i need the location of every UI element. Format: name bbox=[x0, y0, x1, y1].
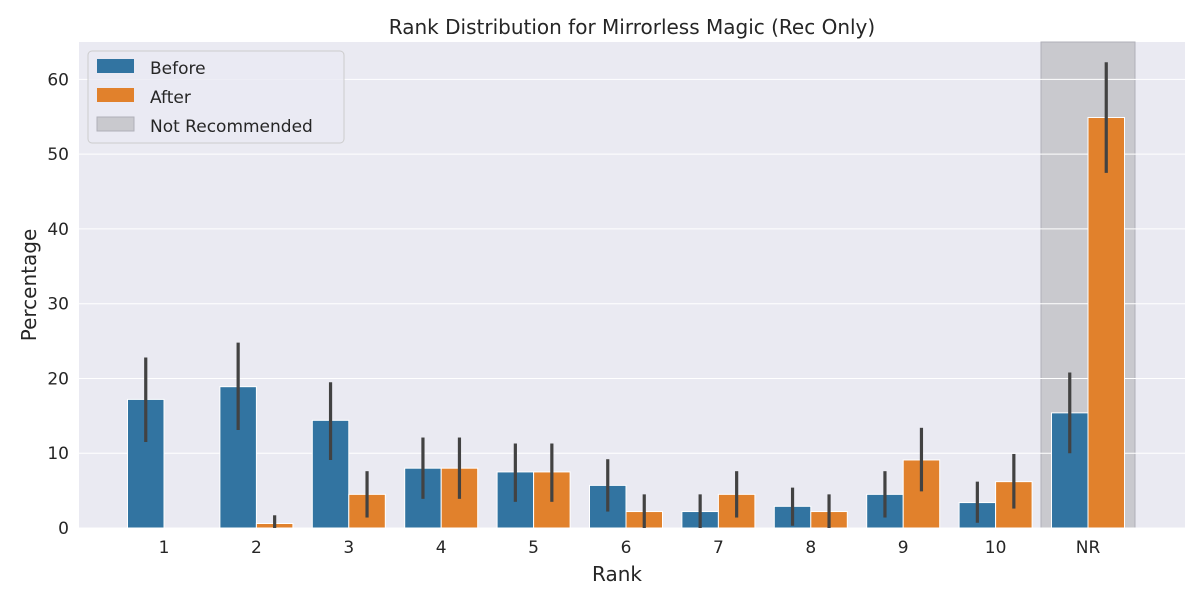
x-tick-label: 6 bbox=[621, 538, 632, 558]
y-tick-label: 30 bbox=[47, 295, 69, 315]
legend-swatch-after bbox=[97, 88, 134, 102]
x-tick-label: 1 bbox=[159, 538, 170, 558]
x-tick-label: 7 bbox=[713, 538, 724, 558]
x-tick-label: 4 bbox=[436, 538, 447, 558]
legend-label-not-recommended: Not Recommended bbox=[150, 117, 313, 137]
x-tick-label: 10 bbox=[985, 538, 1007, 558]
x-tick-labels: 1 2 3 4 5 6 7 8 9 10 NR bbox=[159, 538, 1101, 558]
legend-label-before: Before bbox=[150, 59, 206, 79]
legend-swatch-before bbox=[97, 59, 134, 73]
bar-after bbox=[1087, 117, 1125, 529]
x-tick-label: NR bbox=[1076, 538, 1101, 558]
legend-swatch-not-recommended bbox=[96, 116, 135, 132]
y-tick-label: 50 bbox=[47, 145, 69, 165]
x-tick-label: 3 bbox=[343, 538, 354, 558]
error-bars-layer bbox=[144, 62, 1108, 528]
bar-before bbox=[127, 398, 165, 529]
y-tick-labels: 0 10 20 30 40 50 60 bbox=[47, 70, 69, 539]
y-tick-label: 60 bbox=[47, 70, 69, 90]
x-axis-label: Rank bbox=[592, 562, 642, 586]
y-tick-label: 10 bbox=[47, 444, 69, 464]
x-tick-label: 5 bbox=[528, 538, 539, 558]
y-tick-label: 20 bbox=[47, 369, 69, 389]
legend-frame bbox=[87, 50, 345, 144]
x-tick-label: 2 bbox=[251, 538, 262, 558]
y-tick-label: 0 bbox=[58, 519, 69, 539]
legend-label-after: After bbox=[150, 88, 191, 108]
y-tick-label: 40 bbox=[47, 220, 69, 240]
chart-title: Rank Distribution for Mirrorless Magic (… bbox=[389, 15, 875, 39]
x-tick-label: 9 bbox=[898, 538, 909, 558]
y-axis-label: Percentage bbox=[17, 229, 41, 342]
legend: Before After Not Recommended bbox=[87, 50, 345, 144]
x-tick-label: 8 bbox=[805, 538, 816, 558]
